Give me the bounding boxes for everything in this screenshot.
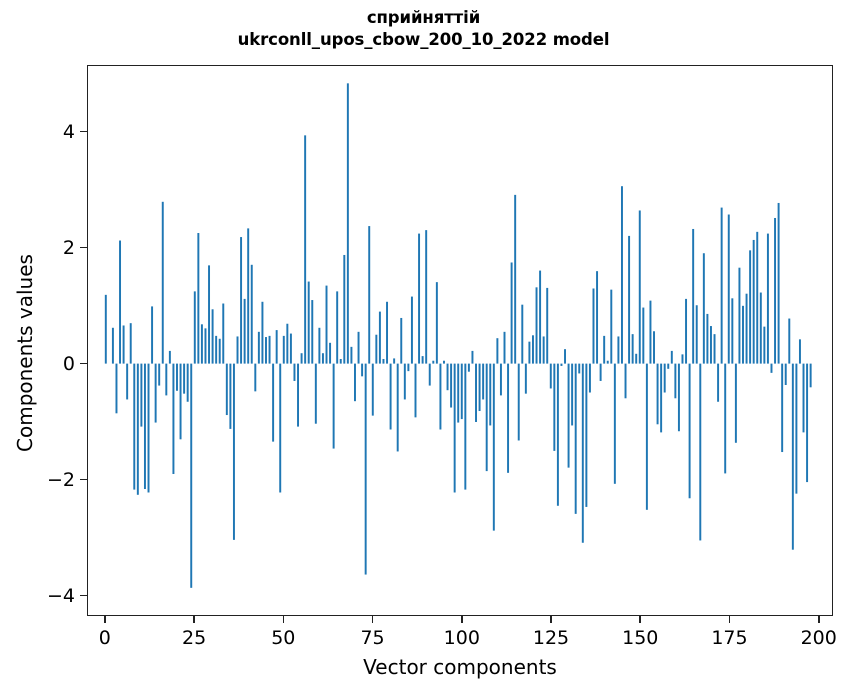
x-tick-label-6: 150 bbox=[622, 627, 659, 649]
y-tick-label-0: 4 bbox=[62, 120, 75, 143]
x-tick-mark-5 bbox=[550, 616, 552, 623]
y-tick-mark-4 bbox=[80, 594, 87, 597]
x-tick-mark-0 bbox=[104, 616, 106, 623]
x-tick-mark-8 bbox=[817, 616, 820, 623]
x-tick-mark-7 bbox=[728, 616, 731, 623]
y-tick-label-1: 2 bbox=[62, 236, 75, 259]
bar-series bbox=[104, 83, 812, 588]
y-tick-mark-1 bbox=[80, 246, 87, 249]
x-tick-mark-4 bbox=[460, 616, 463, 623]
y-tick-mark-0 bbox=[80, 130, 87, 133]
x-tick-mark-6 bbox=[639, 616, 642, 623]
y-tick-label-3: −2 bbox=[46, 468, 75, 491]
x-tick-label-5: 125 bbox=[532, 627, 570, 649]
y-tick-label-4: −4 bbox=[46, 584, 75, 607]
x-axis-label: Vector components bbox=[363, 655, 557, 679]
x-tick-label-0: 0 bbox=[98, 627, 111, 649]
x-tick-label-7: 175 bbox=[711, 627, 748, 649]
y-tick-label-2: 0 bbox=[62, 352, 75, 375]
x-tick-label-2: 50 bbox=[271, 627, 296, 649]
y-tick-mark-3 bbox=[80, 478, 87, 481]
x-tick-mark-3 bbox=[371, 616, 374, 623]
x-tick-label-3: 75 bbox=[360, 627, 385, 649]
plot-area bbox=[87, 65, 833, 616]
x-tick-mark-1 bbox=[193, 616, 195, 623]
x-tick-label-1: 25 bbox=[181, 627, 207, 649]
x-tick-label-4: 100 bbox=[443, 627, 480, 649]
y-tick-mark-2 bbox=[80, 362, 87, 365]
x-tick-mark-2 bbox=[282, 616, 285, 623]
y-axis-label: Components values bbox=[13, 254, 37, 452]
x-tick-label-8: 200 bbox=[800, 627, 837, 649]
